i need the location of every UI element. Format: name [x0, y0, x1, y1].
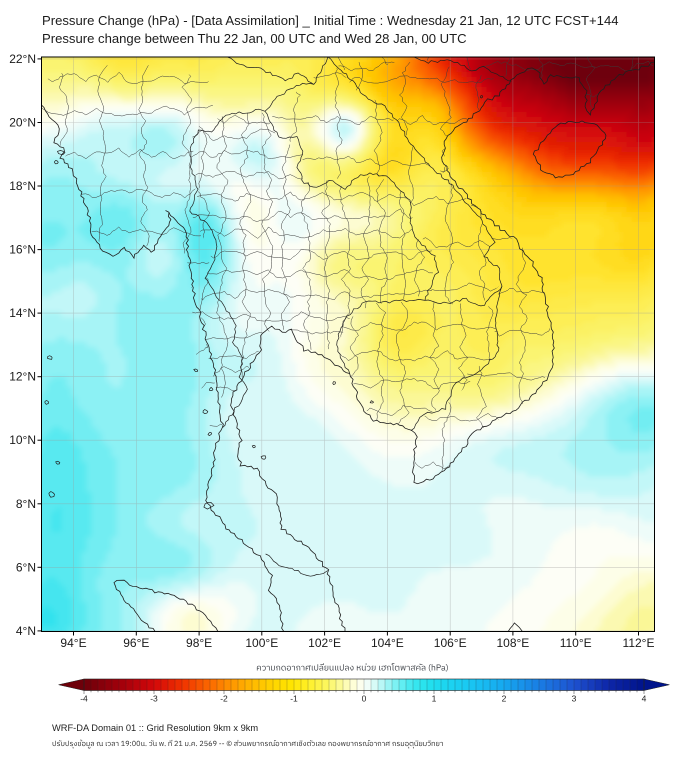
svg-text:10°N: 10°N [9, 433, 36, 447]
svg-text:12°N: 12°N [9, 370, 36, 384]
svg-text:102°E: 102°E [308, 636, 341, 650]
svg-text:112°E: 112°E [623, 636, 655, 650]
svg-text:Pressure change between Thu 22: Pressure change between Thu 22 Jan, 00 U… [42, 31, 467, 46]
svg-text:-1: -1 [290, 694, 298, 704]
svg-text:Pressure Change (hPa) - [Data: Pressure Change (hPa) - [Data Assimilati… [42, 13, 619, 28]
svg-text:2: 2 [502, 694, 507, 704]
svg-text:20°N: 20°N [9, 116, 36, 130]
svg-text:98°E: 98°E [186, 636, 212, 650]
svg-text:-3: -3 [150, 694, 158, 704]
svg-text:4°N: 4°N [16, 624, 36, 638]
svg-text:14°N: 14°N [9, 306, 36, 320]
svg-text:-2: -2 [220, 694, 228, 704]
svg-text:108°E: 108°E [496, 636, 529, 650]
svg-text:3: 3 [572, 694, 577, 704]
svg-text:22°N: 22°N [9, 52, 36, 66]
svg-text:4: 4 [642, 694, 647, 704]
svg-text:6°N: 6°N [16, 560, 36, 574]
svg-text:100°E: 100°E [245, 636, 278, 650]
svg-text:104°E: 104°E [371, 636, 404, 650]
svg-text:110°E: 110°E [560, 636, 592, 650]
svg-text:0: 0 [362, 694, 367, 704]
svg-text:94°E: 94°E [60, 636, 86, 650]
svg-text:96°E: 96°E [123, 636, 149, 650]
svg-text:18°N: 18°N [9, 179, 36, 193]
svg-text:WRF-DA Domain 01 :: Grid Resol: WRF-DA Domain 01 :: Grid Resolution 9km … [52, 723, 258, 733]
svg-text:106°E: 106°E [434, 636, 467, 650]
svg-text:16°N: 16°N [9, 243, 36, 257]
svg-text:8°N: 8°N [16, 497, 36, 511]
svg-text:1: 1 [432, 694, 437, 704]
svg-text:-4: -4 [80, 694, 88, 704]
